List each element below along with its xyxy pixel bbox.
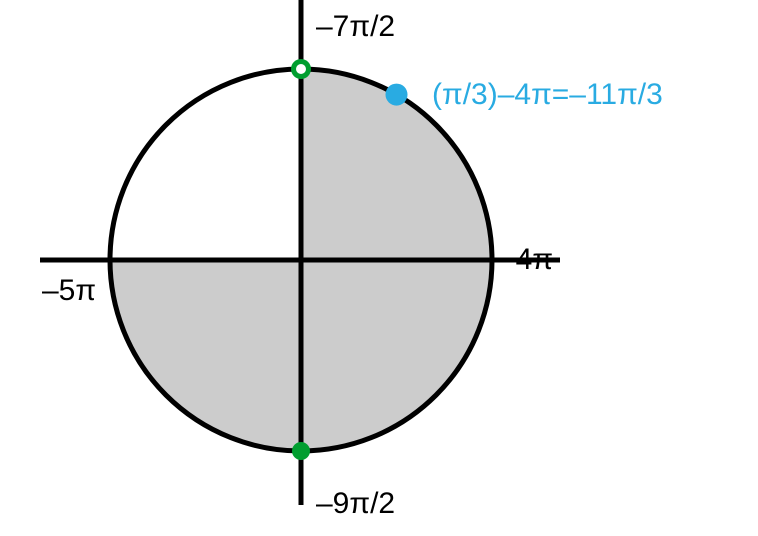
point-blue [386,84,408,106]
label-blue: (π/3)–4π=–11π/3 [432,80,663,110]
unit-circle-diagram: –7π/2 –4π –9π/2 –5π (π/3)–4π=–11π/3 [0,0,758,536]
point-top-open-inner [296,64,306,74]
label-top: –7π/2 [316,12,395,42]
circle-unshaded-sector [110,69,301,260]
point-bottom [292,442,310,460]
label-bottom: –9π/2 [316,489,395,519]
label-left: –5π [42,276,96,306]
label-right: –4π [499,245,553,275]
